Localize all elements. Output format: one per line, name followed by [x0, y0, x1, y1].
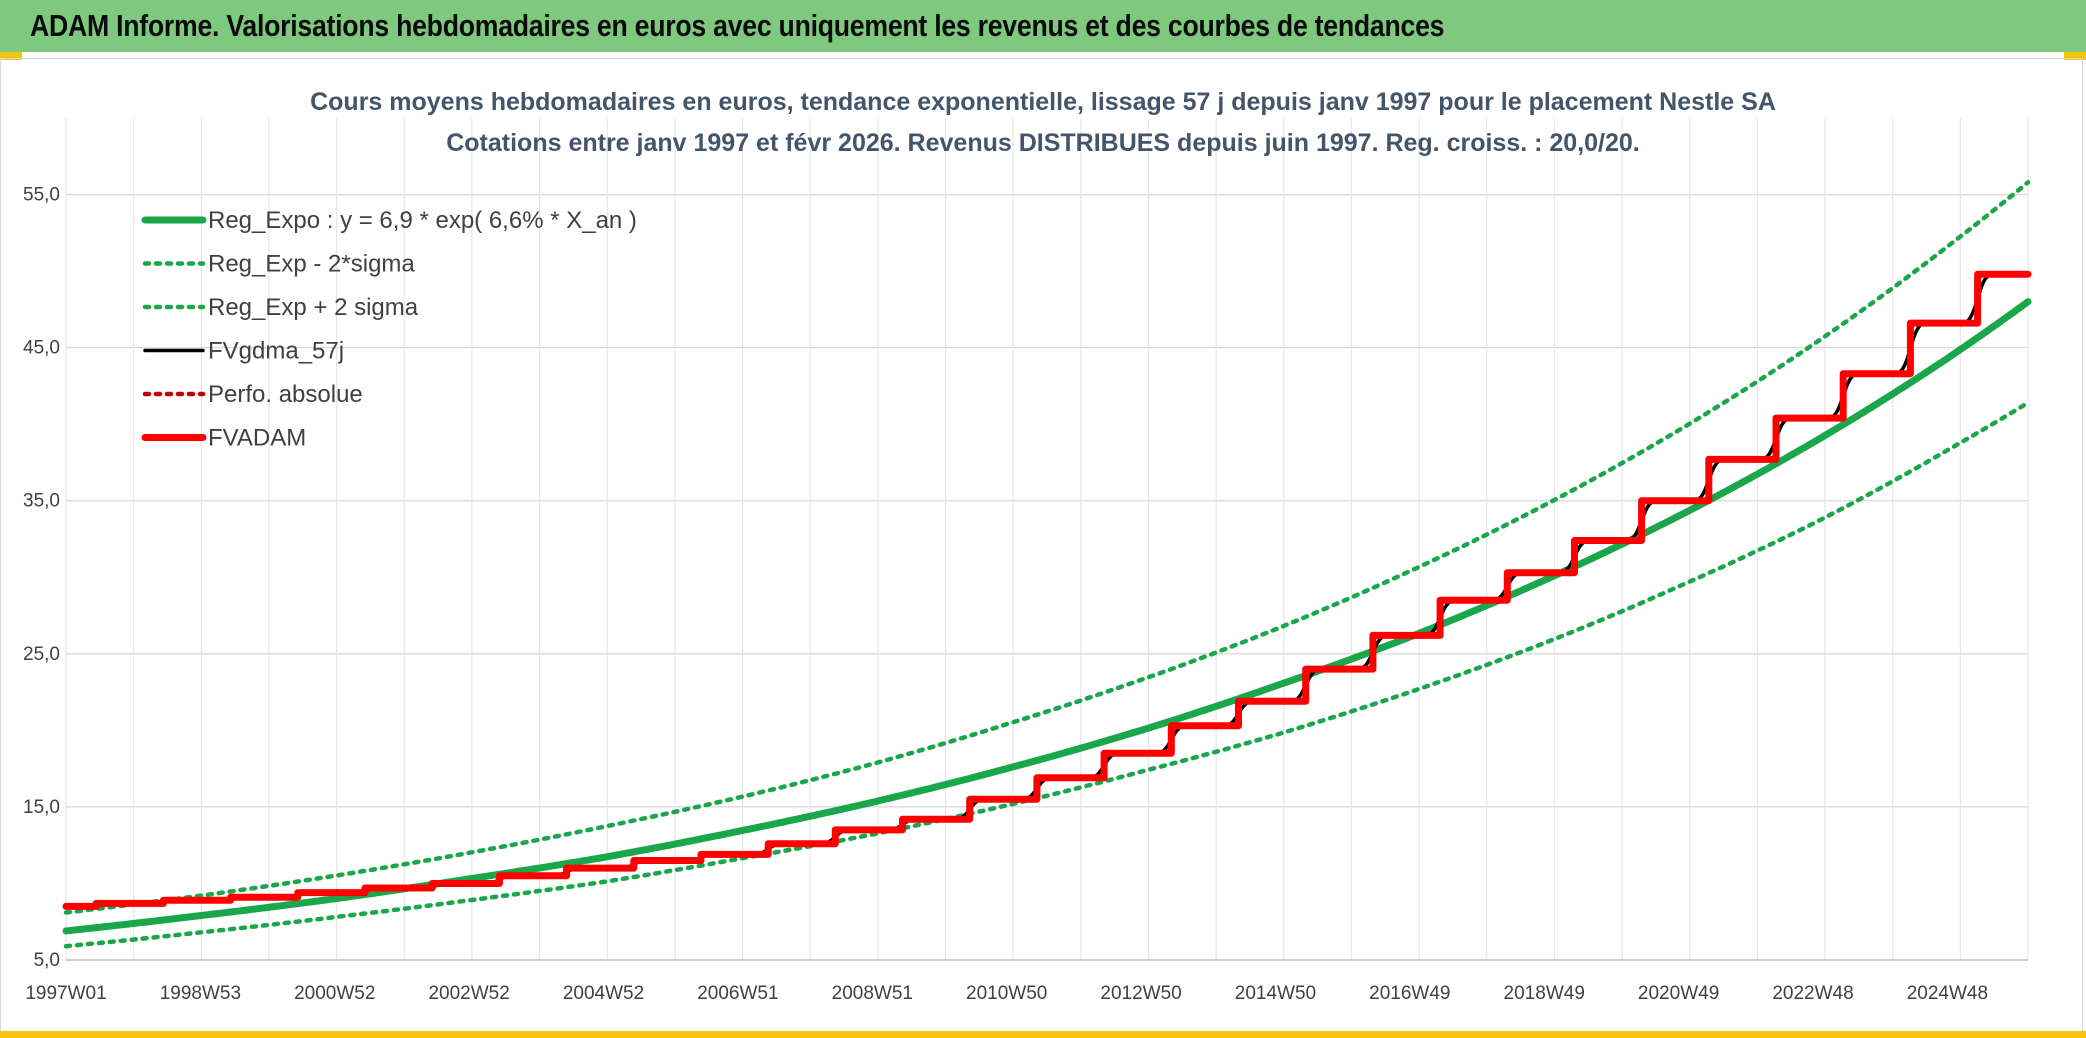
- chart-title-line-1: Cours moyens hebdomadaires en euros, ten…: [310, 88, 1776, 116]
- y-tick-label: 45,0: [23, 338, 60, 359]
- x-tick-label: 2010W50: [966, 983, 1047, 1004]
- bottom-accent-strip: [0, 1031, 2086, 1038]
- page-title: ADAM Informe. Valorisations hebdomadaire…: [30, 8, 1445, 43]
- x-tick-label: 2016W49: [1369, 983, 1450, 1004]
- x-tick-label: 2018W49: [1504, 983, 1585, 1004]
- series-line-1: [63, 400, 2031, 949]
- series: [62, 180, 2032, 949]
- chart-title-line-2: Cotations entre janv 1997 et févr 2026. …: [446, 129, 1640, 157]
- x-tick-label: 2004W52: [563, 983, 644, 1004]
- legend: Reg_Expo : y = 6,9 * exp( 6,6% * X_an ) R…: [141, 207, 637, 452]
- y-tick-label: 55,0: [23, 185, 60, 206]
- x-tick-label: 2006W51: [697, 983, 778, 1004]
- y-tick-label: 5,0: [34, 950, 60, 971]
- legend-label: Reg_Expo : y = 6,9 * exp( 6,6% * X_an ): [208, 207, 637, 234]
- series-line-5: [62, 270, 2032, 910]
- corner-accent-right: [2064, 52, 2086, 60]
- legend-label: FVgdma_57j: [208, 338, 344, 365]
- series-line-3: [64, 272, 2030, 909]
- series-line-2: [63, 180, 2031, 915]
- x-tick-label: 2024W48: [1907, 983, 1988, 1004]
- x-tick-label: 2020W49: [1638, 983, 1719, 1004]
- x-axis-ticks: 1997W01 1998W53 2000W52 2002W52 2004W52 2006W…: [25, 983, 1988, 1004]
- y-tick-label: 15,0: [23, 797, 60, 818]
- x-tick-label: 2014W50: [1235, 983, 1316, 1004]
- grid: [65, 118, 2029, 961]
- x-tick-label: 1998W53: [160, 983, 241, 1004]
- x-tick-label: 2008W51: [832, 983, 913, 1004]
- y-tick-label: 35,0: [23, 491, 60, 512]
- legend-label: Perfo. absolue: [208, 381, 363, 408]
- legend-label: FVADAM: [208, 425, 306, 452]
- x-tick-label: 2022W48: [1772, 983, 1853, 1004]
- y-axis-ticks: 5,0 15,0 25,0 35,0 45,0 55,0: [23, 185, 60, 971]
- corner-accent-left: [0, 52, 22, 60]
- x-tick-label: 2000W52: [294, 983, 375, 1004]
- legend-label: Reg_Exp - 2*sigma: [208, 251, 415, 278]
- header-band: ADAM Informe. Valorisations hebdomadaire…: [0, 0, 2086, 60]
- x-tick-label: 2002W52: [428, 983, 509, 1004]
- x-tick-label: 1997W01: [25, 983, 106, 1004]
- y-tick-label: 25,0: [23, 644, 60, 665]
- x-tick-label: 2012W50: [1100, 983, 1181, 1004]
- legend-label: Reg_Exp + 2 sigma: [208, 294, 419, 321]
